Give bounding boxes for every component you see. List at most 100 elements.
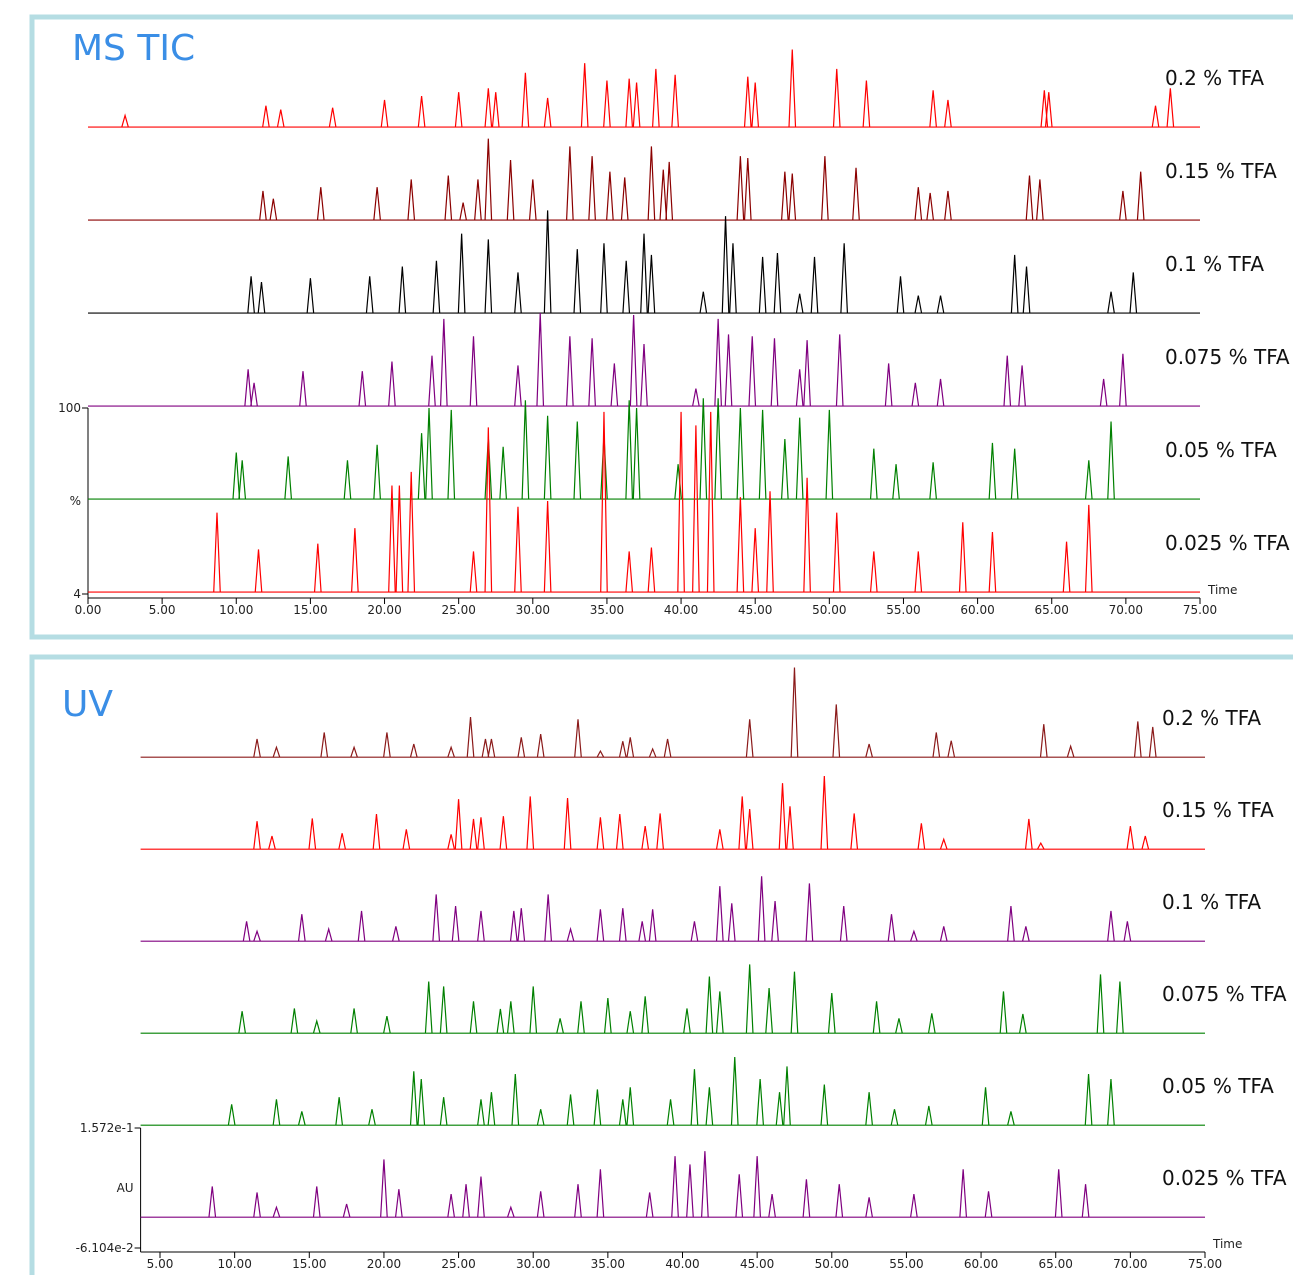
x-tick-label: 70.00 [1109,603,1143,617]
peak [745,719,754,758]
x-tick-label: 10.00 [217,1257,251,1271]
peak [588,156,596,221]
peak [407,179,416,221]
peak [1054,1169,1063,1218]
peak [839,905,848,942]
peak [910,1194,918,1218]
peak [529,986,538,1034]
peak [835,1184,844,1218]
peak [1018,365,1026,407]
peak [566,146,574,221]
peak [481,738,490,758]
peak [484,427,493,593]
x-tick-label: 5.00 [147,1257,174,1271]
peak [705,976,714,1034]
peak [517,908,526,942]
peak [1126,826,1135,850]
y-axis-label: % [70,494,81,508]
peak [832,512,841,593]
peak [721,216,730,314]
peak [474,179,482,221]
peak [1010,448,1019,500]
peak [795,369,804,407]
peak [959,1169,968,1218]
peak [297,914,306,942]
y-tick-label: -6.104e-2 [76,1241,134,1255]
series-label: 0.025 % TFA [1165,531,1290,555]
peak [365,276,374,314]
peak [758,409,767,500]
y-tick-label: 1.572e-1 [80,1121,134,1135]
peak [914,295,923,314]
peak [335,1097,344,1126]
peak [743,76,752,128]
series-label: 0.15 % TFA [1165,159,1277,183]
y-tick-label: 4 [73,587,81,601]
peak [383,1016,391,1034]
peak [896,276,905,314]
x-tick-label: 25.00 [441,603,475,617]
peak [770,338,779,407]
peak [780,171,789,221]
x-tick-label: 25.00 [441,1257,475,1271]
peak [626,1087,635,1126]
peak [715,886,724,942]
peak [1025,175,1034,221]
peak [593,1089,602,1126]
peak [939,926,948,942]
peak [724,334,733,407]
peak [832,68,841,128]
peak [417,95,426,128]
peak [573,421,582,500]
peak [350,1008,358,1034]
peak [810,256,819,314]
panel-frame [29,654,1293,1275]
peak [544,894,553,942]
peak [499,816,508,850]
peak [343,460,352,500]
peak [284,456,293,500]
peak [1107,910,1115,942]
peak [1107,1078,1115,1126]
peak [714,318,722,407]
peak [417,1078,426,1126]
x-tick-label: 30.00 [516,1257,550,1271]
x-tick-label: 40.00 [664,603,698,617]
series-label: 0.025 % TFA [1162,1166,1287,1190]
peak [840,243,849,314]
peak [1107,291,1115,314]
series-label: 0.15 % TFA [1162,798,1274,822]
peak [312,1018,321,1034]
peak [795,417,804,500]
peak [392,926,400,942]
peak [936,295,945,314]
peak [395,485,404,593]
peak [803,340,811,407]
peak [768,1194,776,1218]
peak [783,1066,791,1126]
peak [936,378,945,407]
peak [543,500,552,593]
peak [250,382,258,407]
peak [625,551,634,593]
peak [686,1164,694,1218]
peak [757,876,766,942]
peak [927,1013,936,1034]
peak [469,336,478,407]
peak [253,1192,261,1218]
x-tick-label: 0.00 [75,603,102,617]
peak [753,1156,762,1218]
peak [638,921,647,942]
peak [1066,744,1075,758]
peak [306,278,315,314]
x-tick-label: 15.00 [293,603,327,617]
peak [929,462,937,500]
peak [247,276,255,314]
peak [1116,981,1124,1034]
series-label: 0.2 % TFA [1165,66,1264,90]
peak [1022,266,1031,314]
peak [730,1056,739,1126]
peak [213,512,221,593]
peak [771,900,779,942]
